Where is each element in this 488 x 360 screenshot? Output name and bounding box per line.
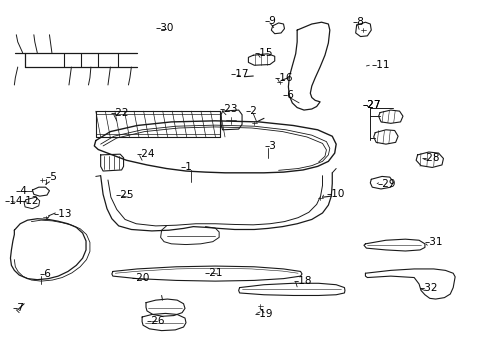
Circle shape bbox=[0, 0, 230, 209]
Circle shape bbox=[0, 0, 267, 209]
Polygon shape bbox=[32, 187, 49, 196]
Circle shape bbox=[0, 0, 364, 360]
Text: –2: –2 bbox=[245, 106, 257, 116]
Circle shape bbox=[0, 0, 357, 334]
Text: –17: –17 bbox=[230, 69, 249, 79]
Polygon shape bbox=[96, 111, 220, 137]
Text: –27: –27 bbox=[362, 100, 380, 110]
Circle shape bbox=[0, 0, 263, 334]
Text: –8: –8 bbox=[352, 17, 364, 27]
Text: –29: –29 bbox=[376, 179, 395, 189]
Polygon shape bbox=[94, 121, 335, 173]
Polygon shape bbox=[378, 110, 402, 123]
Text: –32: –32 bbox=[418, 283, 437, 293]
Polygon shape bbox=[112, 266, 302, 281]
Text: –16: –16 bbox=[274, 73, 293, 83]
Text: –22: –22 bbox=[110, 108, 129, 118]
Text: –4: –4 bbox=[15, 186, 27, 197]
Text: –30: –30 bbox=[156, 23, 174, 33]
Text: –19: –19 bbox=[254, 310, 272, 319]
Text: –20: –20 bbox=[131, 273, 149, 283]
Text: –12: –12 bbox=[20, 196, 39, 206]
Text: –9: –9 bbox=[264, 17, 276, 27]
Circle shape bbox=[0, 0, 213, 209]
Polygon shape bbox=[369, 176, 392, 189]
Text: –18: –18 bbox=[293, 276, 311, 286]
Text: –13: –13 bbox=[53, 209, 72, 219]
Polygon shape bbox=[415, 152, 443, 167]
Polygon shape bbox=[146, 299, 184, 316]
Polygon shape bbox=[10, 219, 86, 280]
Bar bbox=[8, 10, 161, 107]
Text: –26: –26 bbox=[146, 316, 164, 325]
Text: –28: –28 bbox=[420, 153, 439, 163]
Polygon shape bbox=[142, 314, 185, 330]
Circle shape bbox=[0, 0, 415, 360]
Text: –23: –23 bbox=[219, 104, 237, 114]
Text: –3: –3 bbox=[264, 141, 275, 151]
Circle shape bbox=[0, 0, 377, 334]
Polygon shape bbox=[221, 110, 242, 130]
Text: –6: –6 bbox=[282, 90, 294, 100]
Circle shape bbox=[0, 0, 283, 284]
Bar bbox=[15, 202, 24, 208]
Circle shape bbox=[0, 0, 337, 334]
Text: –6: –6 bbox=[40, 269, 51, 279]
Text: –10: –10 bbox=[326, 189, 344, 199]
Polygon shape bbox=[101, 154, 123, 171]
Circle shape bbox=[0, 0, 186, 209]
Polygon shape bbox=[248, 54, 274, 65]
Text: –5: –5 bbox=[45, 172, 57, 182]
Circle shape bbox=[66, 0, 488, 360]
Polygon shape bbox=[24, 197, 40, 209]
Bar bbox=[239, 74, 248, 79]
Text: –14: –14 bbox=[4, 196, 23, 206]
Circle shape bbox=[0, 0, 410, 360]
Polygon shape bbox=[288, 22, 329, 110]
Polygon shape bbox=[355, 22, 370, 37]
Polygon shape bbox=[271, 23, 284, 34]
Circle shape bbox=[0, 0, 265, 284]
Text: –24: –24 bbox=[136, 149, 154, 159]
Text: –31: –31 bbox=[424, 237, 443, 247]
Text: –7: –7 bbox=[13, 303, 25, 314]
Text: –11: –11 bbox=[370, 59, 389, 69]
Circle shape bbox=[0, 0, 440, 360]
Text: –21: –21 bbox=[204, 267, 223, 278]
Text: –27: –27 bbox=[362, 100, 380, 110]
Circle shape bbox=[0, 0, 247, 209]
Text: –15: –15 bbox=[254, 48, 272, 58]
Circle shape bbox=[0, 0, 281, 209]
Polygon shape bbox=[238, 283, 344, 296]
Text: –25: –25 bbox=[115, 190, 134, 200]
Circle shape bbox=[0, 0, 172, 209]
Circle shape bbox=[0, 0, 201, 209]
Polygon shape bbox=[373, 130, 397, 144]
Circle shape bbox=[0, 0, 318, 334]
Circle shape bbox=[0, 0, 298, 284]
Polygon shape bbox=[363, 239, 424, 251]
Polygon shape bbox=[365, 269, 454, 299]
Text: –1: –1 bbox=[180, 162, 192, 172]
Polygon shape bbox=[160, 226, 219, 244]
